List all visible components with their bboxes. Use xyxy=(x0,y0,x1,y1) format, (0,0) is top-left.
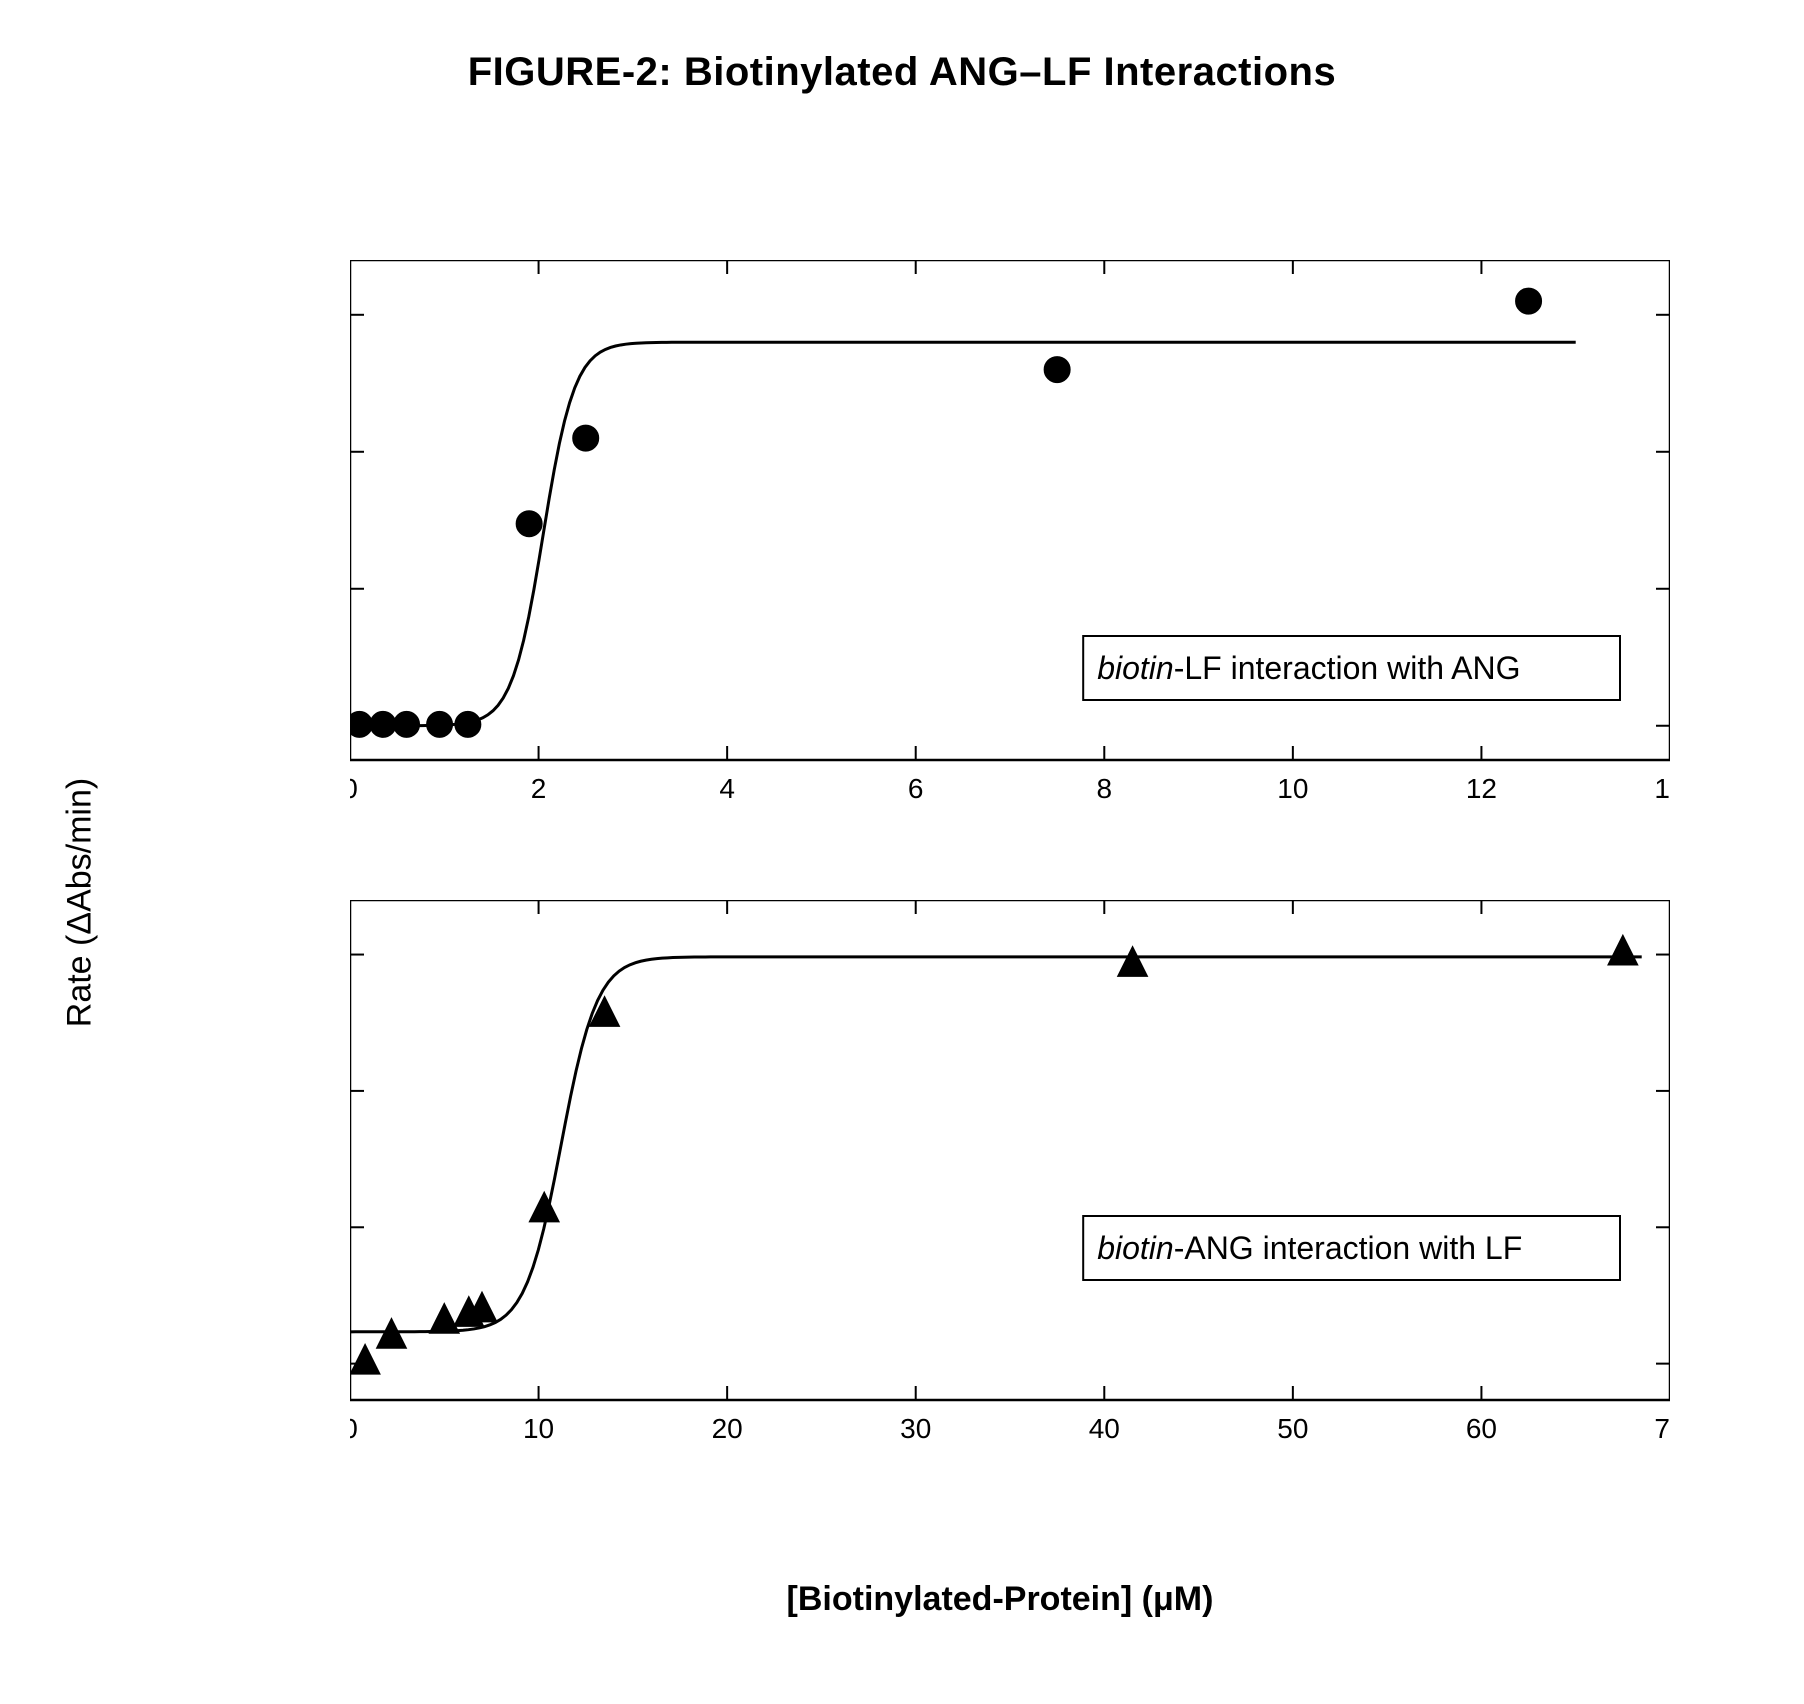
x-tick-label: 2 xyxy=(531,773,547,804)
x-tick-label: 4 xyxy=(719,773,735,804)
data-point-triangle xyxy=(1608,935,1638,965)
x-tick-label: 60 xyxy=(1466,1413,1497,1444)
data-point-circle xyxy=(516,511,542,537)
data-point-circle xyxy=(350,711,372,737)
legend-text: biotin-ANG interaction with LF xyxy=(1097,1230,1522,1266)
y-axis-label: Rate (ΔAbs/min) xyxy=(61,753,100,1053)
x-tick-label: 0 xyxy=(350,773,358,804)
x-tick-label: 30 xyxy=(900,1413,931,1444)
x-tick-label: 12 xyxy=(1466,773,1497,804)
top-chart: 024681012140.00000.00020.00040.0006bioti… xyxy=(350,260,1670,850)
figure-title: FIGURE-2: Biotinylated ANG–LF Interactio… xyxy=(0,50,1804,95)
x-tick-label: 10 xyxy=(1277,773,1308,804)
data-point-circle xyxy=(573,425,599,451)
x-axis-label: [Biotinylated-Protein] (μM) xyxy=(400,1580,1600,1619)
x-tick-label: 8 xyxy=(1096,773,1112,804)
data-point-circle xyxy=(1044,357,1070,383)
data-point-triangle xyxy=(429,1303,459,1333)
x-tick-label: 0 xyxy=(350,1413,358,1444)
x-tick-label: 10 xyxy=(523,1413,554,1444)
data-point-circle xyxy=(427,711,453,737)
data-point-circle xyxy=(394,711,420,737)
data-point-circle xyxy=(455,711,481,737)
x-tick-label: 14 xyxy=(1654,773,1670,804)
data-point-triangle xyxy=(529,1192,559,1222)
x-tick-label: 50 xyxy=(1277,1413,1308,1444)
bottom-panel: 0102030405060700.00000.00030.00060.0009b… xyxy=(350,900,1670,1490)
x-tick-label: 20 xyxy=(712,1413,743,1444)
legend-text: biotin-LF interaction with ANG xyxy=(1097,650,1520,686)
data-point-triangle xyxy=(1118,946,1148,976)
plot-frame xyxy=(350,900,1670,1400)
x-tick-label: 6 xyxy=(908,773,924,804)
figure-page: FIGURE-2: Biotinylated ANG–LF Interactio… xyxy=(0,0,1804,1704)
x-tick-label: 40 xyxy=(1089,1413,1120,1444)
x-tick-label: 70 xyxy=(1654,1413,1670,1444)
top-panel: 024681012140.00000.00020.00040.0006bioti… xyxy=(350,260,1670,850)
data-point-circle xyxy=(370,711,396,737)
data-point-triangle xyxy=(350,1344,380,1374)
data-point-circle xyxy=(1516,288,1542,314)
bottom-chart: 0102030405060700.00000.00030.00060.0009b… xyxy=(350,900,1670,1490)
